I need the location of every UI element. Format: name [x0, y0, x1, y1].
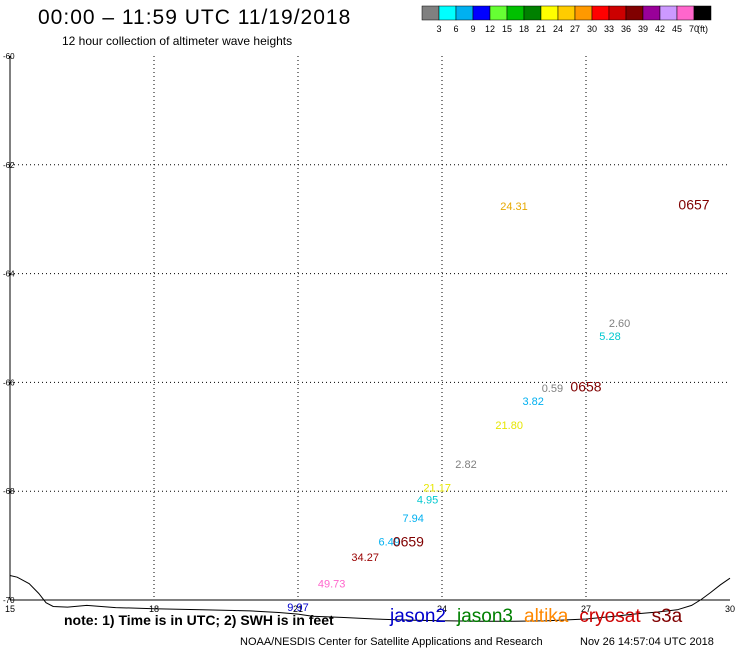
swh-value-label: 9.97	[287, 602, 308, 614]
legend-altika: altika	[524, 606, 569, 627]
swh-value-label: 0.59	[542, 383, 563, 395]
lat-tick-label: -70	[3, 596, 15, 605]
color-scale-label: 18	[519, 24, 529, 34]
color-scale-label: 42	[655, 24, 665, 34]
antarctic-coastline	[9, 575, 731, 622]
lon-tick-label: 21	[293, 604, 303, 614]
lat-tick-label: -62	[3, 161, 15, 170]
color-scale-label: 33	[604, 24, 614, 34]
color-scale-label: 27	[570, 24, 580, 34]
pass-time-label: 0658	[570, 379, 601, 395]
legend-s3a: s3a	[651, 606, 683, 627]
lon-tick-label: 24	[437, 604, 447, 614]
color-scale-label: 36	[621, 24, 631, 34]
lat-tick-label: -68	[3, 487, 15, 496]
swh-value-label: 3.82	[522, 396, 543, 408]
pass-time-label: 0657	[678, 196, 709, 212]
color-scale-label: 9	[470, 24, 475, 34]
swh-value-label: 2.60	[609, 318, 630, 330]
color-scale-label: 24	[553, 24, 563, 34]
swh-value-label: 49.73	[318, 578, 346, 590]
units-note: note: 1) Time is in UTC; 2) SWH is in fe…	[64, 612, 334, 628]
lat-tick-label: -64	[3, 270, 15, 279]
color-scale-label: 45	[672, 24, 682, 34]
swh-value-label: 6.49	[378, 537, 399, 549]
lon-tick-label: 30	[725, 604, 735, 614]
pass-time-label: 0659	[393, 534, 424, 550]
color-scale-label: 15	[502, 24, 512, 34]
color-scale-label: 70	[689, 24, 699, 34]
legend-jason2: jason2	[390, 606, 446, 627]
footer-timestamp: Nov 26 14:57:04 UTC 2018	[580, 636, 714, 648]
color-scale-label: 6	[453, 24, 458, 34]
footer-credit: NOAA/NESDIS Center for Satellite Applica…	[240, 636, 543, 648]
legend-jason3: jason3	[457, 606, 513, 627]
color-swatch	[693, 5, 712, 21]
swh-value-label: 24.31	[500, 201, 528, 213]
color-scale-label: 12	[485, 24, 495, 34]
swh-value-label: 7.94	[402, 513, 423, 525]
map-subtitle: 12 hour collection of altimeter wave hei…	[62, 34, 293, 48]
color-scale-label: 3	[436, 24, 441, 34]
swh-value-label: 5.28	[599, 331, 620, 343]
swh-value-label: 2.82	[455, 459, 476, 471]
swh-value-label: 21.80	[495, 420, 523, 432]
swh-value-label: 21.17	[423, 483, 451, 495]
swh-value-label: 34.27	[351, 552, 379, 564]
color-scale-label: 39	[638, 24, 648, 34]
lon-tick-label: 15	[5, 604, 15, 614]
color-scale-label: 21	[536, 24, 546, 34]
lat-tick-label: -60	[3, 52, 15, 61]
swh-value-label: 4.95	[417, 495, 438, 507]
color-scale-bar: 3 6 9 12 15 18 21 24 27 30 33 36 39 42 45 70(ft)	[421, 5, 712, 34]
color-scale-label: 30	[587, 24, 597, 34]
legend-cryosat: cryosat	[579, 606, 641, 627]
lon-tick-label: 27	[581, 604, 591, 614]
color-scale-unit: (ft)	[697, 24, 708, 34]
map-title: 00:00 – 11:59 UTC 11/19/2018	[38, 6, 352, 29]
satellite-legend: jason2 jason3 altika cryosat s3a	[390, 606, 693, 628]
lat-tick-label: -66	[3, 378, 15, 387]
